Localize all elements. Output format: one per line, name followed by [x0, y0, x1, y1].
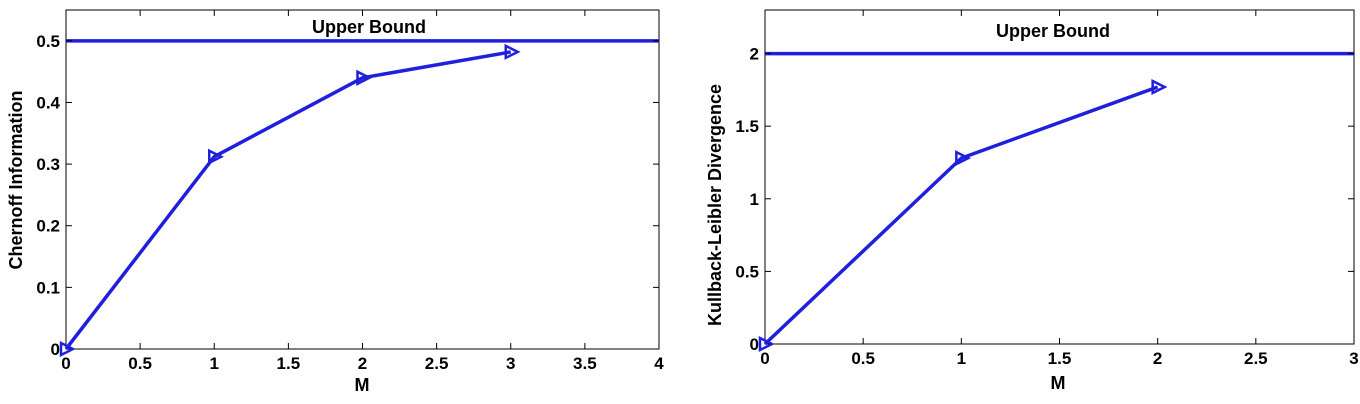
data-point-marker [356, 69, 373, 86]
chart-left: Upper Bound 0 0.5 1 1.5 2 2.5 3 3.5 4 0 0.1 0.2 0.3… [6, 9, 664, 395]
series-left [59, 43, 521, 358]
x-tick-label: 2 [1153, 349, 1162, 368]
y-tick-label: 1.5 [735, 117, 759, 136]
upper-bound-label-left: Upper Bound [312, 17, 426, 37]
y-tick-label: 0 [51, 340, 60, 359]
data-point-marker [208, 148, 225, 165]
x-tick-label: 0 [760, 349, 769, 368]
x-tick-label: 1.5 [1048, 349, 1072, 368]
plot-area-left [65, 9, 660, 350]
x-axis-label-left: M [355, 375, 370, 395]
y-tick-label: 0.1 [36, 278, 60, 297]
x-tick-label: 4 [654, 354, 664, 373]
data-point-marker [1151, 78, 1168, 95]
y-tick-label: 0.3 [36, 155, 60, 174]
y-tick-label: 0.4 [36, 93, 60, 112]
upper-bound-label-right: Upper Bound [996, 21, 1110, 41]
x-tick-label: 2.5 [1244, 349, 1268, 368]
x-tick-label: 1 [210, 354, 219, 373]
series-line [763, 85, 1159, 346]
data-point-marker [504, 43, 521, 60]
y-tick-label: 0.2 [36, 217, 60, 236]
series-line [64, 50, 512, 351]
y-tick-label: 0.5 [36, 32, 60, 51]
y-axis-label-left: Chernoff Information [6, 91, 26, 270]
x-tick-label: 3 [506, 354, 515, 373]
x-axis-label-right: M [1051, 373, 1066, 393]
x-tick-label: 3.5 [573, 354, 597, 373]
x-ticks-right: 0 0.5 1 1.5 2 2.5 3 [760, 10, 1359, 368]
x-tick-label: 0.5 [851, 349, 875, 368]
chart-right: Upper Bound 0 0.5 1 1.5 2 2.5 3 0 0.5 1 1.5 2 M Ku… [705, 9, 1359, 393]
x-tick-label: 2.5 [425, 354, 449, 373]
y-tick-label: 0.5 [735, 262, 759, 281]
y-tick-label: 2 [750, 45, 759, 64]
x-tick-label: 1.5 [277, 354, 301, 373]
y-axis-label-right: Kullback-Leibler Divergence [705, 84, 725, 326]
x-tick-label: 1 [957, 349, 966, 368]
x-tick-label: 2 [358, 354, 367, 373]
series-right [758, 78, 1168, 353]
x-tick-label: 0.5 [128, 354, 152, 373]
data-point-marker [955, 150, 972, 167]
data-point-marker [59, 340, 76, 358]
plot-area-right [764, 9, 1355, 345]
y-tick-label: 1 [750, 190, 759, 209]
data-point-marker [758, 335, 775, 353]
x-tick-label: 3 [1349, 349, 1358, 368]
y-tick-label: 0 [750, 335, 759, 354]
x-ticks-left: 0 0.5 1 1.5 2 2.5 3 3.5 4 [61, 10, 664, 373]
x-tick-label: 0 [61, 354, 70, 373]
y-ticks-left: 0 0.1 0.2 0.3 0.4 0.5 [36, 32, 659, 359]
